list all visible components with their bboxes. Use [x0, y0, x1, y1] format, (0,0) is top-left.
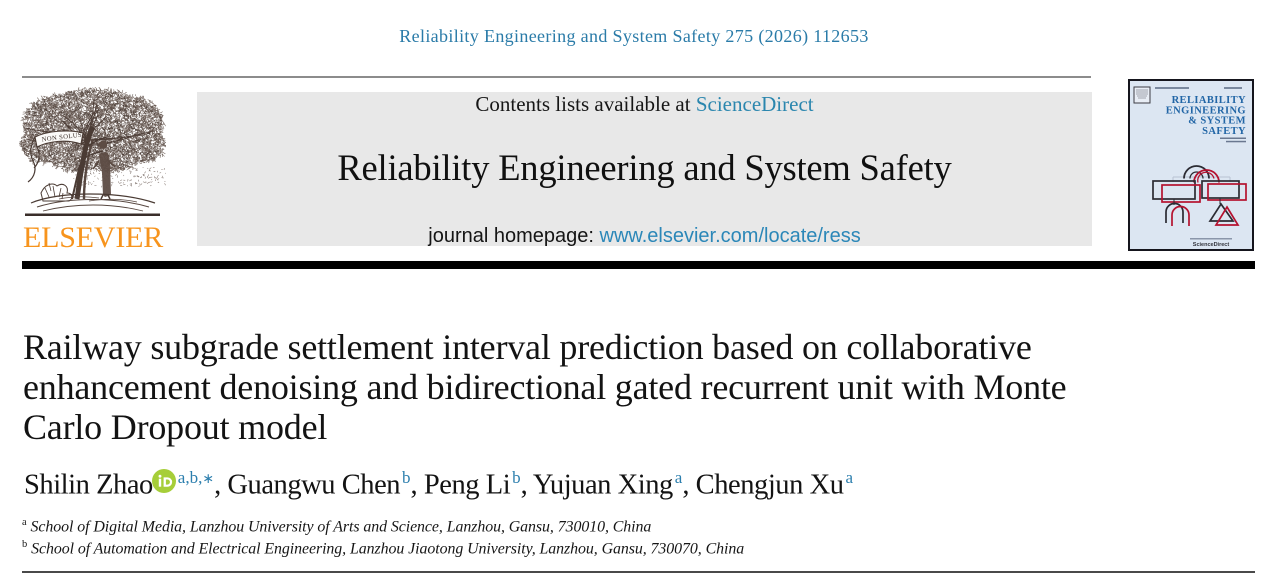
svg-text:& SYSTEM: & SYSTEM [1188, 116, 1246, 127]
svg-text:ScienceDirect: ScienceDirect [1193, 242, 1230, 248]
svg-text:SAFETY: SAFETY [1202, 126, 1246, 137]
svg-text:NON SOLUS: NON SOLUS [41, 132, 82, 144]
svg-text:ENGINEERING: ENGINEERING [1166, 105, 1246, 116]
svg-text:RELIABILITY: RELIABILITY [1172, 95, 1246, 106]
